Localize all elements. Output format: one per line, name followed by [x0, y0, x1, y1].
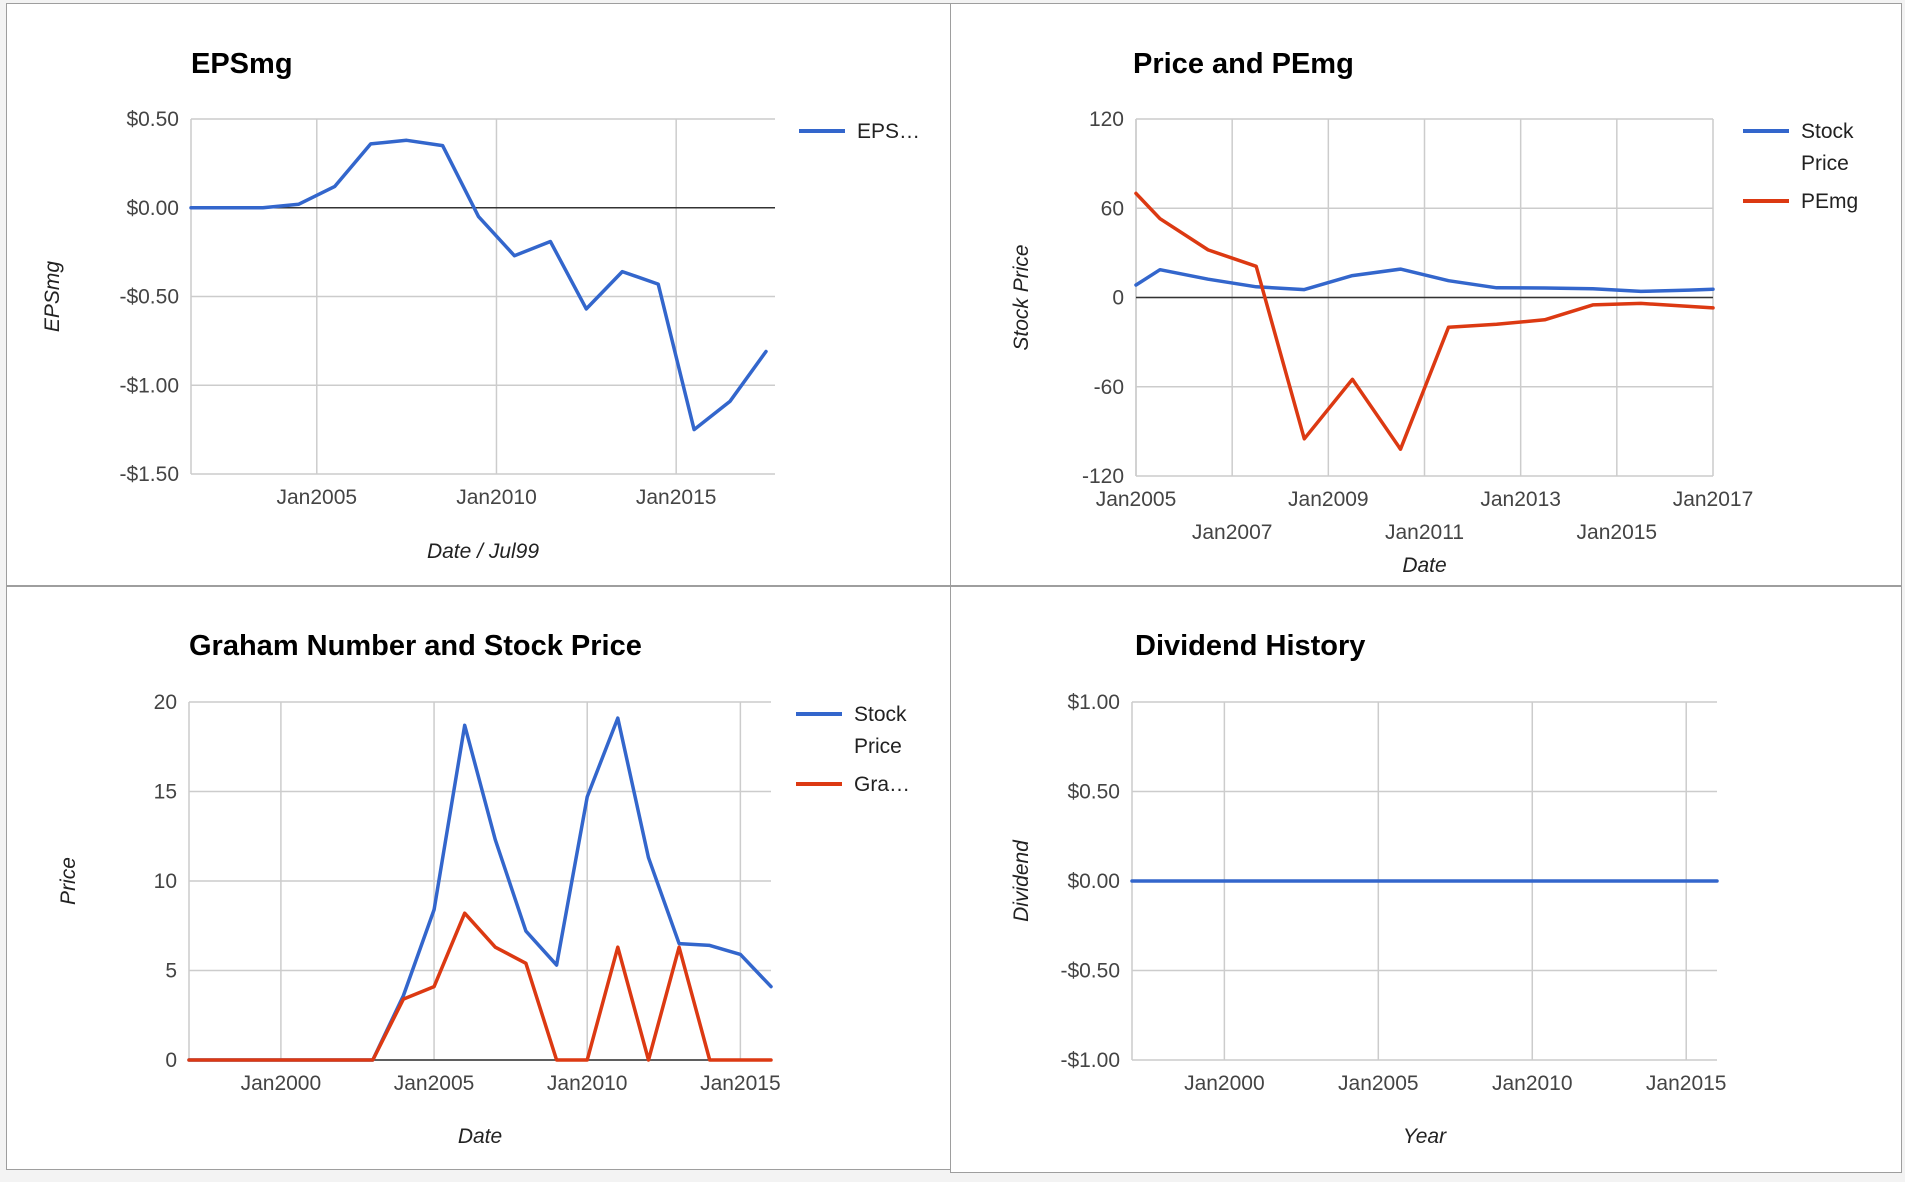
legend-label[interactable]: Price	[1801, 152, 1849, 175]
x-tick-label: Jan2015	[1577, 521, 1658, 544]
x-tick-label: Jan2010	[456, 486, 537, 509]
x-tick-label: Jan2005	[1096, 488, 1177, 511]
x-tick-label: Jan2005	[394, 1072, 475, 1095]
series-line-pemg[interactable]	[1134, 191, 1715, 451]
y-tick-label: -60	[1094, 376, 1124, 399]
y-tick-label: -$0.50	[119, 286, 179, 309]
y-tick-label: $0.00	[126, 197, 179, 220]
y-tick-label: -$1.00	[1060, 1049, 1120, 1072]
x-tick-label: Jan2015	[636, 486, 717, 509]
y-tick-label: 120	[1089, 108, 1124, 131]
price-pemg-chart-panel[interactable]: Price and PEmg 120 60 0 -60 -120 Jan2005 Jan200…	[950, 3, 1902, 586]
x-axis-title: Year	[1403, 1125, 1447, 1148]
legend-label[interactable]: Stock	[854, 703, 907, 726]
y-tick-label: $0.50	[1067, 781, 1120, 804]
y-tick-label: $0.50	[126, 108, 179, 131]
epsmg-chart-panel[interactable]: EPSmg $0.50 $0.00 -$0.50 -$1.00 -$1.50 Jan2005…	[6, 3, 952, 586]
legend-label[interactable]: Stock	[1801, 120, 1854, 143]
legend-label[interactable]: Gra…	[854, 773, 910, 796]
y-tick-label: -120	[1082, 465, 1124, 488]
x-tick-label: Jan2015	[1646, 1072, 1727, 1095]
x-tick-label: Jan2009	[1288, 488, 1369, 511]
x-tick-label: Jan2005	[276, 486, 357, 509]
y-tick-label: -$0.50	[1060, 960, 1120, 983]
x-tick-label: Jan2000	[1184, 1072, 1265, 1095]
legend-label[interactable]: EPS…	[857, 120, 920, 143]
y-tick-label: 15	[154, 781, 177, 804]
x-tick-label: Jan2017	[1673, 488, 1754, 511]
series-line-stock-price[interactable]	[1134, 267, 1715, 294]
y-tick-label: -$1.50	[119, 463, 179, 486]
y-tick-label: 60	[1101, 197, 1124, 220]
y-axis-title: Stock Price	[1010, 244, 1033, 350]
graham-chart-panel[interactable]: Graham Number and Stock Price 20 15 10 5 0 Jan…	[6, 586, 952, 1170]
y-tick-label: -$1.00	[119, 374, 179, 397]
x-tick-label: Jan2013	[1480, 488, 1561, 511]
series-line-gra-[interactable]	[187, 911, 773, 1062]
x-tick-label: Jan2000	[241, 1072, 322, 1095]
x-tick-label: Jan2010	[1492, 1072, 1573, 1095]
y-tick-label: $0.00	[1067, 870, 1120, 893]
x-axis-title: Date	[1402, 554, 1446, 577]
x-axis-title: Date / Jul99	[427, 540, 539, 563]
graham-chart-svg: Graham Number and Stock Price 20 15 10 5 0 Jan…	[57, 630, 910, 1148]
chart-title: Dividend History	[1135, 630, 1365, 662]
chart-title: Graham Number and Stock Price	[189, 630, 642, 662]
x-tick-label: Jan2005	[1338, 1072, 1419, 1095]
chart-title: EPSmg	[191, 48, 293, 80]
chart-title: Price and PEmg	[1133, 48, 1354, 80]
series-line-eps-[interactable]	[189, 138, 768, 432]
y-axis-title: EPSmg	[41, 261, 64, 333]
x-axis-title: Date	[458, 1125, 502, 1148]
y-tick-label: 0	[165, 1049, 177, 1072]
y-tick-label: 0	[1112, 287, 1124, 310]
legend-label[interactable]: Price	[854, 735, 902, 758]
dividend-chart-panel[interactable]: Dividend History $1.00 $0.50 $0.00 -$0.50 -$1…	[950, 586, 1902, 1173]
epsmg-chart-svg: EPSmg $0.50 $0.00 -$0.50 -$1.00 -$1.50 Jan2005…	[41, 48, 920, 563]
y-tick-label: 10	[154, 870, 177, 893]
dividend-chart-svg: Dividend History $1.00 $0.50 $0.00 -$0.50 -$1…	[1010, 630, 1727, 1148]
y-axis-title: Dividend	[1010, 839, 1033, 922]
x-tick-label: Jan2015	[700, 1072, 781, 1095]
y-axis-title: Price	[57, 857, 80, 905]
x-tick-label: Jan2011	[1385, 521, 1464, 544]
legend-label[interactable]: PEmg	[1801, 190, 1858, 213]
y-tick-label: 5	[165, 960, 177, 983]
y-tick-label: 20	[154, 691, 177, 714]
series-line-stock-price[interactable]	[187, 716, 773, 1062]
x-tick-label: Jan2007	[1192, 521, 1273, 544]
y-tick-label: $1.00	[1067, 691, 1120, 714]
x-tick-label: Jan2010	[547, 1072, 628, 1095]
